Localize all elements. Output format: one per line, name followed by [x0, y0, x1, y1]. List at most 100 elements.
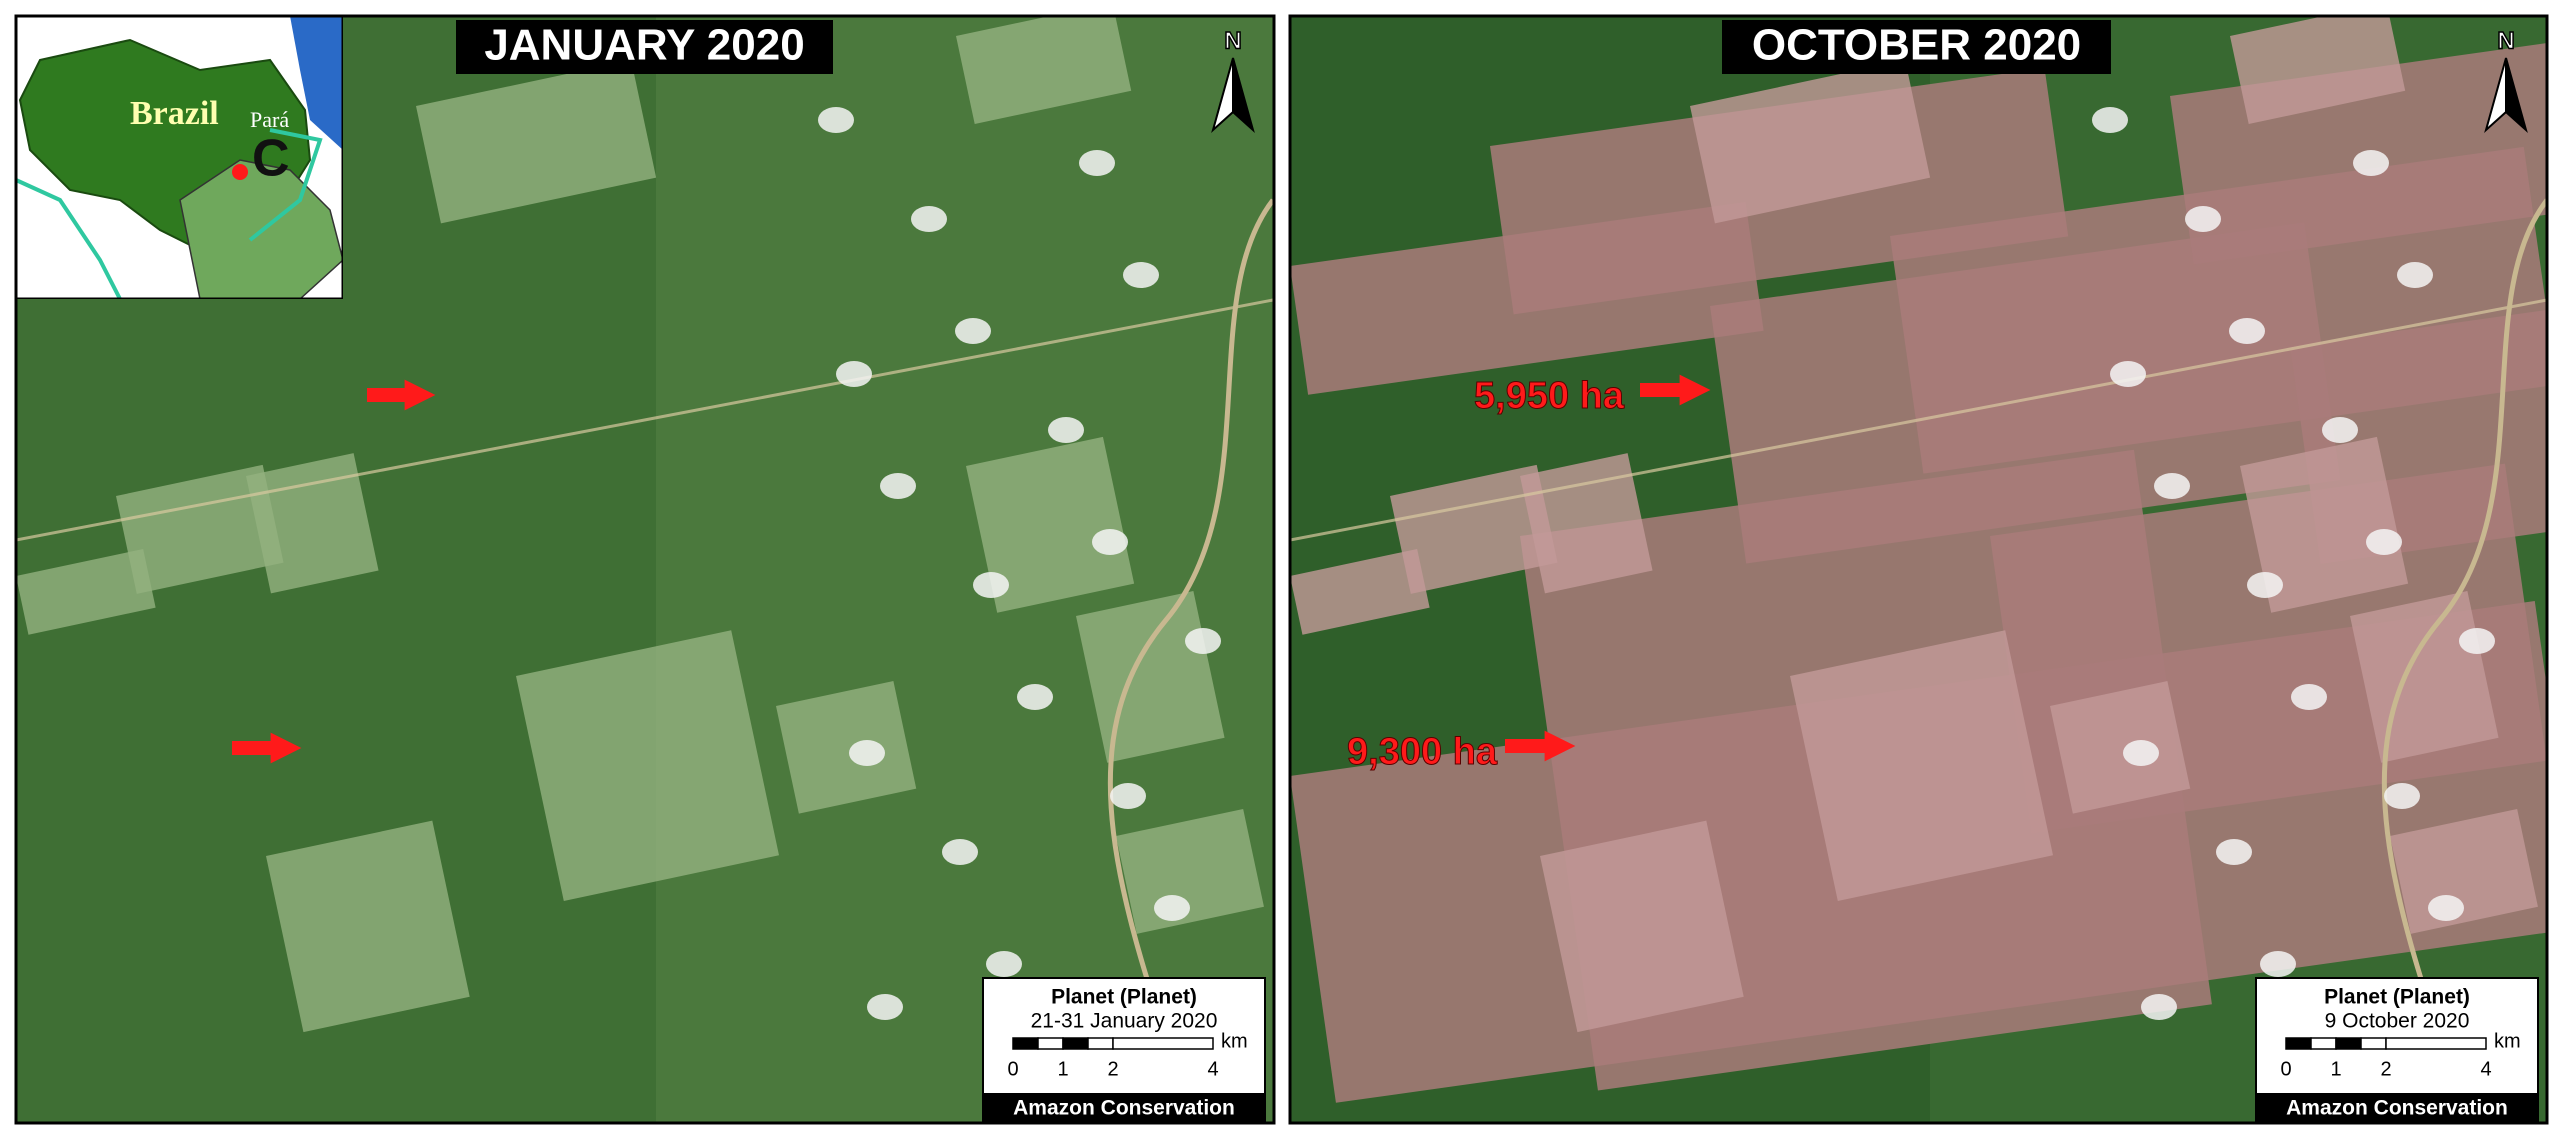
cloud	[836, 361, 872, 387]
cloud	[2384, 783, 2420, 809]
clearing	[1540, 820, 1744, 1033]
cloud	[1079, 150, 1115, 176]
cloud	[1092, 529, 1128, 555]
scale-tick: 2	[2380, 1058, 2391, 1080]
river	[1107, 198, 1274, 1123]
cloud	[867, 994, 903, 1020]
cloud	[2247, 572, 2283, 598]
cloud	[2110, 361, 2146, 387]
scale-tick: 2	[1107, 1058, 1118, 1080]
inset-country: Brazil	[130, 95, 219, 132]
clearing	[956, 16, 1132, 125]
cloud	[2123, 740, 2159, 766]
inset-state: Pará	[250, 107, 289, 132]
clearing	[1520, 453, 1653, 594]
clearing	[1689, 60, 1931, 224]
clearing	[2389, 808, 2538, 934]
scale-tick: 4	[2480, 1058, 2491, 1080]
cloud	[1017, 684, 1053, 710]
annotation: 5,950 ha	[1474, 375, 1625, 417]
panel-frame	[14, 14, 1276, 1125]
cloud	[955, 318, 991, 344]
scale-tick: 1	[1057, 1058, 1068, 1080]
scale-credit: Amazon Conservation	[2286, 1097, 2508, 1120]
cloud	[2322, 417, 2358, 443]
scale-bar	[2335, 1037, 2362, 1050]
annotation: 9,300 ha	[1347, 731, 1498, 773]
panel-january	[16, 16, 1274, 1123]
scale-bar	[2360, 1037, 2387, 1050]
clearing	[2350, 591, 2499, 763]
clearing	[266, 820, 470, 1033]
cloud	[2366, 529, 2402, 555]
clearing	[16, 548, 156, 635]
road	[1290, 298, 2547, 542]
panel-title: JANUARY 2020	[484, 21, 804, 70]
scale-date: 9 October 2020	[2325, 1010, 2470, 1033]
clearing	[1076, 591, 1225, 763]
scale-tick: 0	[2280, 1058, 2291, 1080]
cloud	[2092, 107, 2128, 133]
cloud	[1154, 895, 1190, 921]
clearing	[516, 630, 780, 901]
cloud	[2185, 206, 2221, 232]
scale-bar	[1112, 1037, 1214, 1050]
clearing	[966, 436, 1135, 613]
cloud	[2260, 951, 2296, 977]
cloud	[1110, 783, 1146, 809]
cloud	[986, 951, 1022, 977]
cloud	[911, 206, 947, 232]
scale-source: Planet (Planet)	[2324, 986, 2470, 1009]
north-arrow	[1232, 57, 1255, 134]
credit-band	[2256, 1093, 2538, 1123]
north-label: N	[1224, 27, 1241, 54]
clearing	[416, 60, 657, 224]
cloud	[2229, 318, 2265, 344]
cloud	[2397, 262, 2433, 288]
title-box	[456, 20, 833, 74]
clearing	[776, 681, 917, 814]
road	[16, 298, 1274, 542]
panel-frame	[1288, 14, 2549, 1125]
scale-bar	[1012, 1037, 1039, 1050]
credit-band	[983, 1093, 1265, 1123]
scale-date: 21-31 January 2020	[1031, 1010, 1218, 1033]
east-terrain	[656, 16, 1274, 1123]
scale-bar	[2285, 1037, 2312, 1050]
cloud	[942, 839, 978, 865]
cloud	[2459, 628, 2495, 654]
north-label: N	[2497, 27, 2514, 54]
cloud	[1123, 262, 1159, 288]
cloud	[849, 740, 885, 766]
scale-bar	[1062, 1037, 1089, 1050]
clearing	[2240, 436, 2409, 613]
cloud	[880, 473, 916, 499]
scale-tick: 0	[1007, 1058, 1018, 1080]
scale-credit: Amazon Conservation	[1013, 1097, 1235, 1120]
cloud	[1185, 628, 1221, 654]
cloud	[2428, 895, 2464, 921]
river	[2381, 198, 2547, 1123]
clearing	[1290, 548, 1430, 635]
scale-source: Planet (Planet)	[1051, 986, 1197, 1009]
cloud	[818, 107, 854, 133]
scale-unit: km	[2494, 1030, 2521, 1052]
cloud	[973, 572, 1009, 598]
scale-bar	[2385, 1037, 2487, 1050]
panel-october	[1290, 16, 2547, 1123]
scale-unit: km	[1221, 1030, 1248, 1052]
clearing	[246, 453, 379, 594]
scale-tick: 4	[1207, 1058, 1218, 1080]
cloud	[1048, 417, 1084, 443]
clearing	[1790, 630, 2054, 901]
clearing	[2050, 681, 2191, 814]
cloud	[2353, 150, 2389, 176]
cloud	[2216, 839, 2252, 865]
scale-tick: 1	[2330, 1058, 2341, 1080]
inset-label: C	[252, 130, 290, 188]
north-arrow	[2505, 57, 2528, 134]
scale-bar	[2310, 1037, 2337, 1050]
scale-bar	[1037, 1037, 1064, 1050]
cloud	[2141, 994, 2177, 1020]
